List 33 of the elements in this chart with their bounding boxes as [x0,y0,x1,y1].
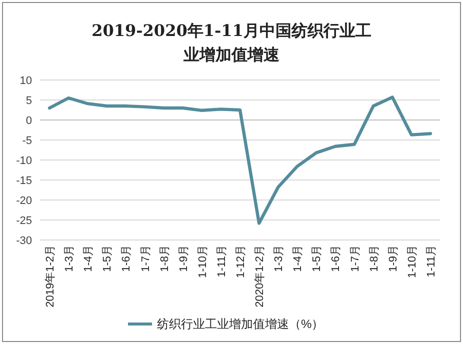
x-tick-label: 1-5月 [311,245,324,272]
x-tick-label: 1-11月 [216,245,228,278]
x-tick-label: 2020年1-2月 [254,245,266,308]
y-tick-label: 0 [26,115,32,127]
x-tick-label: 1-9月 [178,245,190,272]
x-tick-label: 1-8月 [368,245,380,272]
line-series [48,96,432,225]
chart-title: 2019-2020年1-11月中国纺织行业工业增加值增速 [92,21,372,64]
y-tick-label: -10 [16,155,32,167]
x-tick-label: 1-3月 [64,245,76,272]
x-tick-label: 1-6月 [330,245,342,272]
x-tick-label: 1-7月 [140,245,152,272]
y-tick-label: -30 [16,235,32,247]
y-tick-label: -15 [16,175,32,187]
x-tick-label: 1-8月 [158,245,171,272]
y-tick-label: 5 [26,95,32,107]
x-tick-label: 1-10月 [406,245,418,278]
y-tick-label: -20 [16,195,32,207]
x-tick-label: 1-4月 [82,245,95,272]
x-tick-label: 1-11月 [425,245,438,278]
x-tick-label: 1-9月 [387,245,400,272]
y-tick-label: -5 [22,135,32,147]
x-tick-label: 1-3月 [273,245,286,272]
x-tick-label: 1-4月 [292,245,304,272]
y-tick-label: 10 [20,75,32,87]
x-tick-label: 2019年1-2月 [44,245,57,308]
y-tick-label: -25 [16,215,32,227]
legend: 纺织行业工业增加值增速（%） [128,317,324,331]
x-tick-label: 1-5月 [102,245,114,272]
x-tick-label: 1-7月 [349,245,362,272]
x-tick-label: 1-12月 [235,245,247,278]
x-tick-label: 1-10月 [196,245,209,278]
x-tick-label: 1-6月 [120,245,133,272]
